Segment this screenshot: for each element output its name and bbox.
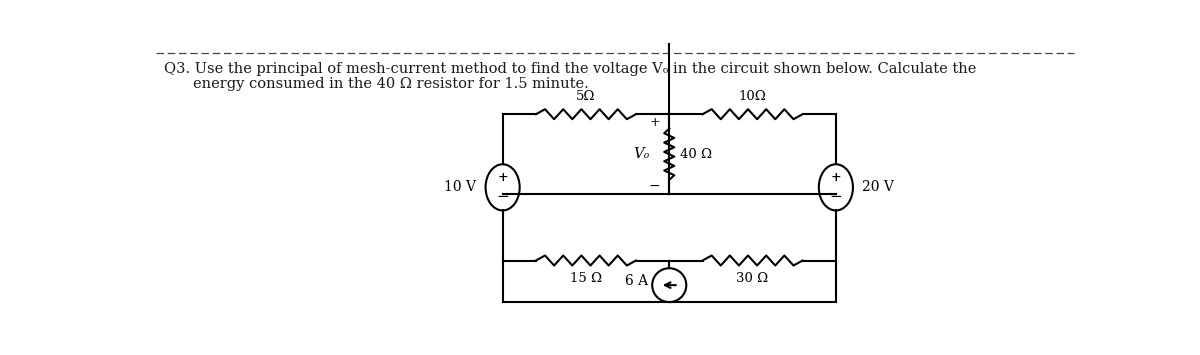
Text: Vₒ: Vₒ xyxy=(634,147,650,161)
Text: Q3. Use the principal of mesh-current method to find the voltage Vₒ in the circu: Q3. Use the principal of mesh-current me… xyxy=(164,62,977,76)
Text: 15 Ω: 15 Ω xyxy=(570,272,602,285)
Text: +: + xyxy=(497,171,508,184)
Text: 6 A: 6 A xyxy=(625,274,648,288)
Text: 10 V: 10 V xyxy=(444,180,476,194)
Text: +: + xyxy=(649,116,660,129)
Text: −: − xyxy=(497,190,509,204)
Text: 40 Ω: 40 Ω xyxy=(680,148,712,161)
Text: −: − xyxy=(648,179,660,193)
Text: 5Ω: 5Ω xyxy=(576,90,595,103)
Text: 30 Ω: 30 Ω xyxy=(737,272,769,285)
Text: 10Ω: 10Ω xyxy=(739,90,767,103)
Text: energy consumed in the 40 Ω resistor for 1.5 minute.: energy consumed in the 40 Ω resistor for… xyxy=(193,77,588,91)
Text: +: + xyxy=(830,171,841,184)
Text: 20 V: 20 V xyxy=(863,180,894,194)
Text: −: − xyxy=(829,190,842,204)
